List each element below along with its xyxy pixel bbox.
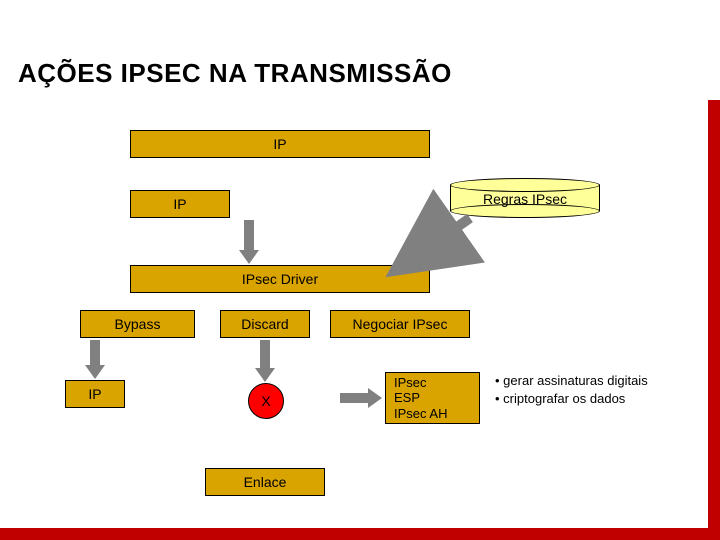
node-ip-low: IP <box>65 380 125 408</box>
node-ip-mid-label: IP <box>173 196 186 212</box>
node-rules-label: Regras IPsec <box>450 191 600 207</box>
arrow-shaft <box>90 340 100 365</box>
node-esp-ah-line3: IPsec AH <box>394 406 447 422</box>
node-esp-ah-line1: IPsec <box>394 375 427 391</box>
arrow-head-down-icon <box>255 368 275 382</box>
arrow-head-down-icon <box>85 365 105 379</box>
arrow-head-down-icon <box>239 250 259 264</box>
node-bypass-label: Bypass <box>115 316 161 332</box>
node-esp-ah: IPsec ESP IPsec AH <box>385 372 480 424</box>
node-negotiate: Negociar IPsec <box>330 310 470 338</box>
arrow-shaft <box>340 393 368 403</box>
node-discard-label: Discard <box>241 316 288 332</box>
node-rules-cylinder: Regras IPsec <box>450 178 600 218</box>
node-ip-top-label: IP <box>273 136 286 152</box>
accent-bar-right <box>708 100 720 540</box>
node-negotiate-label: Negociar IPsec <box>353 316 448 332</box>
slide-title: AÇÕES IPSEC NA TRANSMISSÃO <box>18 58 452 89</box>
bullet-list: • gerar assinaturas digitais • criptogra… <box>495 372 695 407</box>
node-ip-mid: IP <box>130 190 230 218</box>
accent-bar-bottom <box>0 528 720 540</box>
cylinder-top <box>450 178 600 192</box>
node-x: X <box>248 383 284 419</box>
node-ip-low-label: IP <box>88 386 101 402</box>
node-x-label: X <box>261 393 270 409</box>
bullet-text-0: gerar assinaturas digitais <box>503 373 648 388</box>
node-discard: Discard <box>220 310 310 338</box>
arrow-head-right-icon <box>368 388 382 408</box>
node-driver-label: IPsec Driver <box>242 271 318 287</box>
node-enlace: Enlace <box>205 468 325 496</box>
node-driver: IPsec Driver <box>130 265 430 293</box>
node-esp-ah-line2: ESP <box>394 390 420 406</box>
arrow-shaft <box>260 340 270 368</box>
node-bypass: Bypass <box>80 310 195 338</box>
bullet-text-1: criptografar os dados <box>503 391 625 406</box>
node-enlace-label: Enlace <box>244 474 287 490</box>
node-ip-top: IP <box>130 130 430 158</box>
bullet-item: • gerar assinaturas digitais <box>495 372 695 390</box>
bullet-item: • criptografar os dados <box>495 390 695 408</box>
arrow-shaft <box>244 220 254 250</box>
